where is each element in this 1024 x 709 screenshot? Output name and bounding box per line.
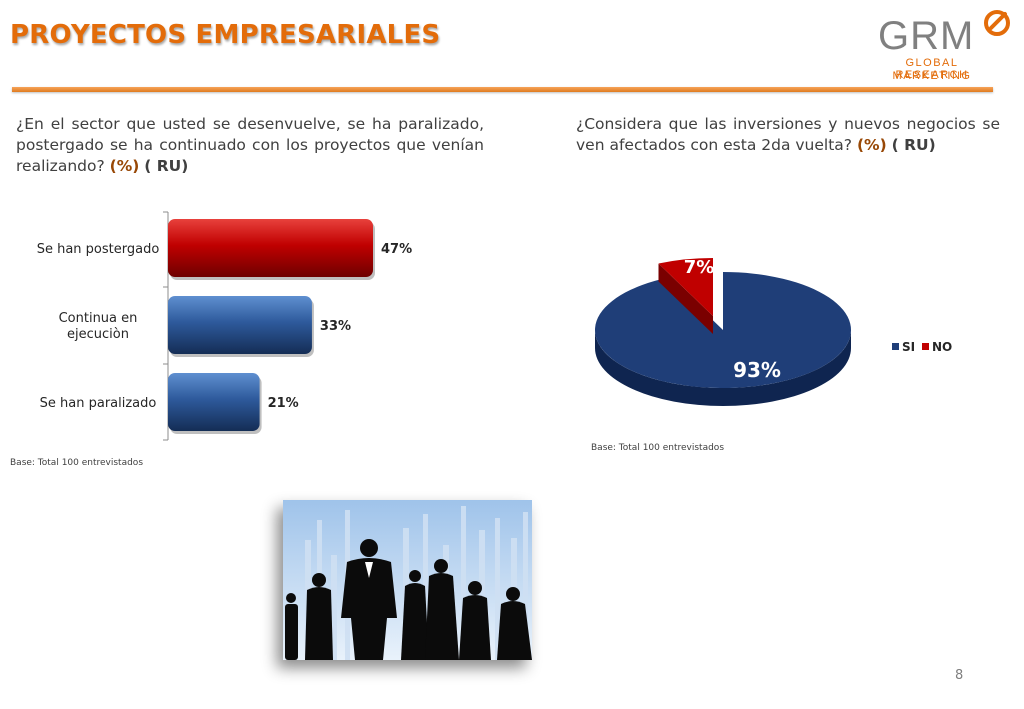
bar-category-label: Se han paralizado — [40, 396, 157, 411]
pie-slice-side — [658, 263, 713, 334]
logo-swirl-icon — [984, 10, 1010, 36]
bar — [168, 373, 260, 431]
bar — [168, 296, 312, 354]
logo-tagline-2: MARKETING — [892, 70, 972, 82]
bar-category-label: Se han postergado — [37, 242, 160, 257]
question-right: ¿Considera que las inversiones y nuevos … — [576, 114, 1000, 156]
pie-legend: SI NO — [892, 340, 952, 354]
question-left-pct: (%) — [109, 157, 140, 175]
bar-value-label: 47% — [381, 242, 412, 257]
question-right-ru: ( RU) — [891, 136, 936, 154]
question-left-ru: ( RU) — [144, 157, 189, 175]
bar-category-label: Continua en ejecuciòn — [59, 311, 138, 342]
title-divider — [12, 87, 993, 92]
question-left-text: ¿En el sector que usted se desenvuelve, … — [16, 115, 484, 175]
bar-value-label: 21% — [268, 396, 299, 411]
base-note-left: Base: Total 100 entrevistados — [10, 458, 144, 468]
legend-swatch — [892, 343, 899, 350]
grm-logo: GRM GLOBAL RESEARCH MARKETING — [870, 4, 1020, 84]
legend-swatch — [922, 343, 929, 350]
logo-tagline-1: GLOBAL RESEARCH — [895, 57, 969, 81]
bar-value-label: 33% — [320, 319, 351, 334]
page-number: 8 — [955, 668, 964, 683]
business-silhouettes-image — [283, 500, 532, 660]
legend-label: SI — [902, 340, 915, 354]
logo-wordmark: GRM — [878, 14, 975, 58]
question-right-text: ¿Considera que las inversiones y nuevos … — [576, 115, 1000, 154]
question-right-pct: (%) — [856, 136, 887, 154]
pie-slice-side — [595, 330, 851, 406]
business-people-photo — [283, 500, 532, 660]
page-title: PROYECTOS EMPRESARIALES — [10, 20, 441, 50]
question-left: ¿En el sector que usted se desenvuelve, … — [16, 114, 484, 177]
pie-slice — [658, 258, 713, 316]
pie-value-label: 93% — [733, 358, 781, 382]
legend-label: NO — [932, 340, 952, 354]
base-note-right: Base: Total 100 entrevistados — [591, 443, 725, 453]
pie-value-label: 7% — [684, 257, 715, 278]
bar — [168, 219, 373, 277]
pie-slice — [594, 272, 851, 388]
